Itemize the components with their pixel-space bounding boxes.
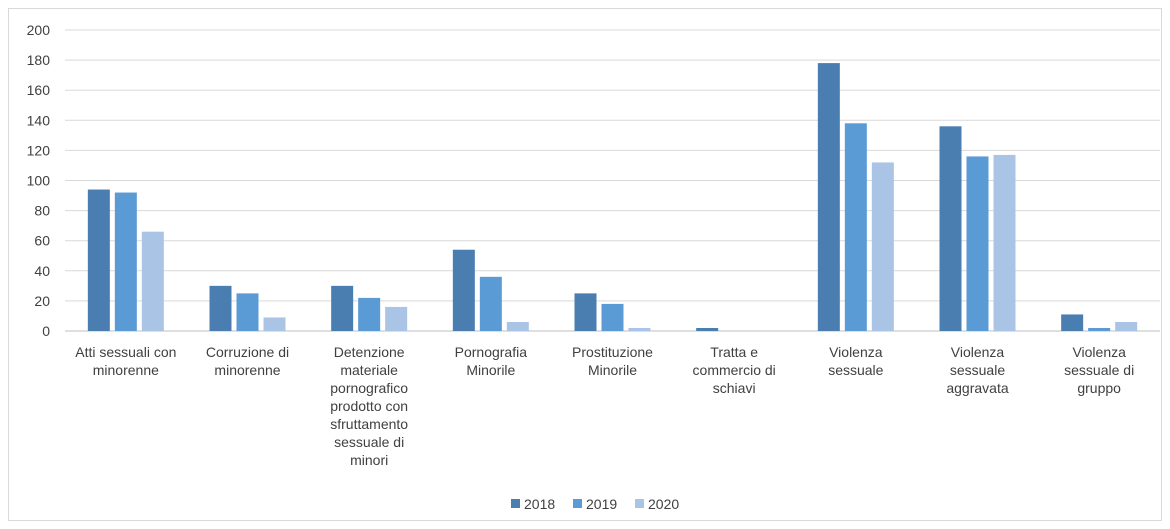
category-label-line: Pornografia <box>455 344 528 360</box>
category-label-line: schiavi <box>713 380 756 396</box>
category-label-line: minori <box>350 452 388 468</box>
y-axis-ticks: 0 20 40 60 80 100 120 140 160 180 200 <box>27 22 51 339</box>
category-label-line: Atti sessuali con <box>75 344 176 360</box>
bar-2020-8 <box>1115 321 1138 331</box>
bar-2018-7 <box>939 126 962 331</box>
bar-2018-5 <box>696 327 719 331</box>
y-tick-label: 80 <box>34 203 50 219</box>
category-label: Detenzione materiale pornografico prodotto … <box>330 344 408 468</box>
legend-swatch-2018 <box>511 499 520 508</box>
category-label: Violenza sessuale <box>828 344 883 378</box>
y-tick-label: 60 <box>34 233 50 249</box>
bar-2019-6 <box>844 123 867 331</box>
category-label-line: Prostituzione <box>572 344 653 360</box>
bar-2018-8 <box>1061 314 1084 331</box>
category-label-line: Detenzione <box>334 344 405 360</box>
bar-2020-6 <box>871 162 894 331</box>
legend-swatch-2019 <box>573 499 582 508</box>
bar-2018-3 <box>452 249 475 331</box>
x-axis-labels: Atti sessuali con minorenne Corruzione di m… <box>75 344 1134 468</box>
category-label: Atti sessuali con minorenne <box>75 344 176 378</box>
y-tick-label: 140 <box>27 112 51 128</box>
category-label: Prostituzione Minorile <box>572 344 653 378</box>
bar-2018-2 <box>331 285 354 331</box>
category-label-line: Violenza <box>951 344 1005 360</box>
bar-2020-1 <box>263 317 286 331</box>
y-tick-label: 200 <box>27 22 51 38</box>
y-tick-label: 100 <box>27 173 51 189</box>
category-label-line: sessuale di <box>1064 362 1134 378</box>
category-label-line: aggravata <box>946 380 1008 396</box>
category-label: Pornografia Minorile <box>455 344 528 378</box>
bar-2020-4 <box>628 327 651 331</box>
bar-2018-4 <box>574 293 597 331</box>
bar-2019-3 <box>479 276 502 331</box>
legend: 2018 2019 2020 <box>511 496 679 512</box>
category-label-line: sfruttamento <box>330 416 408 432</box>
bar-2020-0 <box>141 231 164 331</box>
bar-2018-1 <box>209 285 232 331</box>
bar-2020-3 <box>506 321 529 331</box>
category-label: Tratta e commercio di schiavi <box>693 344 776 396</box>
category-label-line: gruppo <box>1077 380 1121 396</box>
bar-2020-2 <box>385 306 408 331</box>
category-label: Violenza sessuale aggravata <box>946 344 1008 396</box>
category-label-line: Violenza <box>829 344 883 360</box>
bar-2018-6 <box>817 63 840 332</box>
bar-2019-8 <box>1088 327 1111 331</box>
category-label-line: Violenza <box>1072 344 1126 360</box>
bars <box>87 63 1138 332</box>
legend-swatch-2020 <box>635 499 644 508</box>
category-label-line: Tratta e <box>710 344 758 360</box>
y-tick-label: 160 <box>27 82 51 98</box>
category-label-line: sessuale <box>950 362 1005 378</box>
category-label-line: materiale <box>340 362 398 378</box>
bar-2018-0 <box>87 189 110 331</box>
bar-2020-7 <box>993 154 1016 331</box>
category-label-line: prodotto con <box>330 398 408 414</box>
category-label-line: sessuale di <box>334 434 404 450</box>
category-label-line: Minorile <box>588 362 637 378</box>
bar-2019-2 <box>358 297 381 331</box>
y-tick-label: 20 <box>34 293 50 309</box>
legend-label-2018: 2018 <box>524 496 555 512</box>
category-label-line: pornografico <box>330 380 408 396</box>
category-label-line: minorenne <box>93 362 159 378</box>
bar-2019-0 <box>114 192 137 331</box>
category-label-line: Corruzione di <box>206 344 289 360</box>
y-tick-label: 0 <box>42 323 50 339</box>
category-label: Corruzione di minorenne <box>206 344 289 378</box>
category-label-line: sessuale <box>828 362 883 378</box>
y-tick-label: 180 <box>27 52 51 68</box>
category-label-line: minorenne <box>214 362 280 378</box>
legend-label-2020: 2020 <box>648 496 679 512</box>
bar-2019-4 <box>601 303 624 331</box>
y-tick-label: 40 <box>34 263 50 279</box>
legend-label-2019: 2019 <box>586 496 617 512</box>
category-label-line: Minorile <box>466 362 515 378</box>
category-label-line: commercio di <box>693 362 776 378</box>
bar-2019-7 <box>966 156 989 331</box>
category-label: Violenza sessuale di gruppo <box>1064 344 1134 396</box>
y-tick-label: 120 <box>27 142 51 158</box>
bar-2019-1 <box>236 293 259 331</box>
